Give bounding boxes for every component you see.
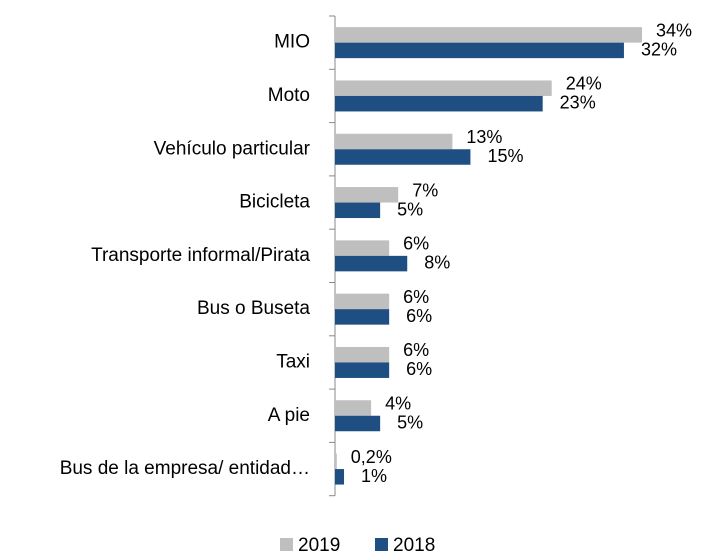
bar bbox=[335, 346, 390, 363]
legend-label: 2018 bbox=[393, 535, 435, 556]
value-label: 0,2% bbox=[351, 447, 392, 467]
bar bbox=[335, 80, 552, 96]
value-label: 5% bbox=[397, 199, 423, 219]
bar bbox=[335, 469, 345, 485]
bar bbox=[335, 27, 642, 43]
bar bbox=[335, 202, 381, 219]
category-label: Vehículo particular bbox=[154, 138, 311, 159]
legend-swatch bbox=[375, 538, 388, 551]
bar bbox=[335, 255, 408, 272]
category-label: Bus de la empresa/ entidad… bbox=[60, 458, 310, 479]
bar bbox=[335, 400, 372, 416]
value-label: 23% bbox=[560, 93, 596, 113]
value-label: 32% bbox=[641, 39, 677, 59]
bar bbox=[335, 362, 390, 378]
value-label: 15% bbox=[487, 146, 523, 166]
value-label: 6% bbox=[403, 234, 429, 254]
bar bbox=[335, 293, 390, 310]
category-label: Taxi bbox=[276, 351, 310, 372]
value-label: 5% bbox=[397, 413, 423, 433]
value-label: 34% bbox=[656, 20, 692, 40]
bar bbox=[335, 187, 399, 203]
value-label: 6% bbox=[406, 359, 432, 379]
legend-swatch bbox=[280, 538, 293, 551]
value-label: 4% bbox=[385, 394, 411, 414]
bar bbox=[335, 453, 337, 470]
bar bbox=[335, 95, 543, 112]
value-label: 13% bbox=[466, 127, 502, 147]
value-label: 1% bbox=[361, 466, 387, 486]
value-label: 8% bbox=[424, 253, 450, 273]
category-label: Bicicleta bbox=[239, 192, 310, 213]
bar bbox=[335, 133, 453, 150]
category-label: A pie bbox=[268, 405, 310, 426]
value-label: 24% bbox=[566, 74, 602, 94]
value-label: 7% bbox=[412, 180, 438, 200]
legend-label: 2019 bbox=[298, 535, 340, 556]
value-label: 6% bbox=[406, 306, 432, 326]
bar bbox=[335, 309, 390, 325]
bar bbox=[335, 42, 624, 59]
category-label: MIO bbox=[274, 32, 310, 53]
bar bbox=[335, 415, 381, 432]
category-label: Bus o Buseta bbox=[197, 298, 310, 319]
bar bbox=[335, 240, 390, 256]
value-label: 6% bbox=[403, 287, 429, 307]
category-label: Transporte informal/Pirata bbox=[91, 245, 310, 266]
value-label: 6% bbox=[403, 340, 429, 360]
bar bbox=[335, 149, 471, 165]
category-label: Moto bbox=[268, 85, 310, 106]
